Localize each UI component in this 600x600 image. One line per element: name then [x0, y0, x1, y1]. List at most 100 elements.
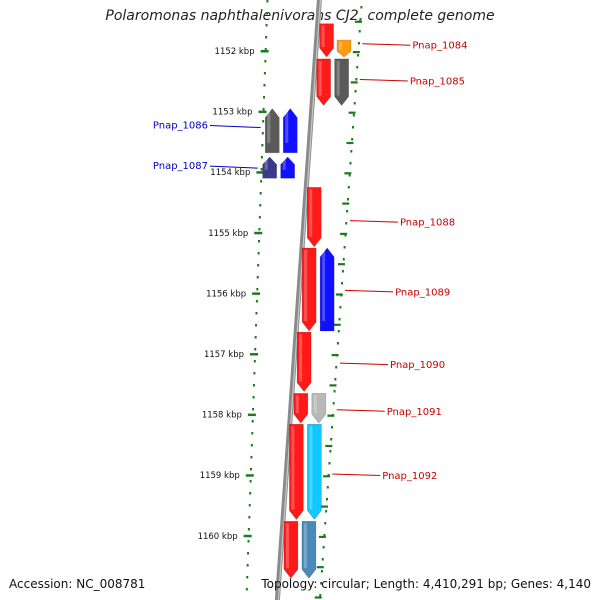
gene-arrow [280, 156, 295, 179]
scale-tick [245, 474, 254, 477]
scale-dot [250, 444, 253, 447]
guide-dot [341, 282, 344, 285]
gene-arrow [306, 187, 322, 248]
guide-dot [333, 390, 336, 393]
guide-dot [330, 438, 333, 441]
guide-dot [342, 258, 345, 261]
gene-label: Pnap_1092 [382, 471, 437, 482]
scale-dot [252, 408, 255, 411]
scale-dot [260, 156, 263, 159]
scale-dot [258, 240, 260, 243]
scale-tick [254, 231, 263, 235]
gene-arrow [262, 156, 277, 179]
gene-arrow [311, 393, 327, 424]
scale-dot [252, 396, 255, 399]
scale-dot [262, 120, 265, 123]
guide-dot [325, 498, 328, 501]
gene-arrow [319, 23, 334, 58]
scale-dot [263, 84, 266, 87]
gene-arrow [289, 423, 304, 520]
scale-dot [248, 504, 251, 507]
guide-dot [328, 462, 331, 465]
gene-arrow-highlight [285, 110, 289, 143]
scale-dot [265, 36, 268, 39]
scale-tick-label: 1158 kbp [202, 411, 242, 421]
scale-dot [261, 132, 264, 135]
genes-value: 4,140 [556, 577, 591, 591]
scale-dot [266, 0, 269, 3]
scale-dot [246, 576, 249, 579]
guide-dot [346, 198, 349, 201]
genome-backbone [274, 0, 322, 600]
guide-dot [351, 138, 354, 141]
topology-label: Topology: [261, 577, 318, 591]
guide-tick [314, 596, 322, 599]
scale-dot [254, 336, 257, 339]
label-leader-line [362, 43, 411, 46]
gene-arrow [296, 331, 312, 393]
gene-arrow-highlight [309, 189, 313, 237]
guide-dot [320, 582, 323, 585]
gene-label: Pnap_1085 [410, 76, 465, 87]
gene-arrow [293, 393, 309, 424]
guide-dot [329, 450, 332, 453]
guide-dot [346, 210, 349, 213]
scale-dot [254, 348, 257, 351]
scale-dot [263, 96, 266, 99]
guide-tick [340, 232, 348, 235]
guide-tick [350, 81, 358, 84]
guide-dot [320, 570, 323, 573]
guide-dot [337, 330, 340, 333]
guide-dot [344, 234, 347, 237]
gene-label: Pnap_1088 [400, 218, 455, 229]
scale-dot [260, 168, 263, 171]
genome-backbone-highlight [277, 0, 321, 600]
scale-tick-label: 1160 kbp [198, 532, 238, 542]
guide-dot [334, 378, 337, 381]
guide-dot [319, 594, 322, 597]
guide-tick [321, 505, 329, 508]
guide-dot [322, 546, 325, 549]
guide-tick [335, 293, 343, 296]
guide-dot [349, 162, 352, 165]
guide-dot [356, 66, 359, 69]
scale-dot [257, 252, 260, 255]
scale-dot [259, 192, 262, 195]
guide-dot [358, 30, 361, 33]
label-leader-line [332, 473, 381, 476]
gene-arrow-highlight [309, 426, 313, 510]
guide-tick [333, 323, 341, 326]
gene-arrow-highlight [338, 42, 342, 51]
scale-dot [256, 288, 259, 291]
gene-arrow-highlight [322, 249, 326, 321]
scale-dot [252, 384, 255, 387]
scale-dot [248, 516, 251, 519]
scale-dot [253, 372, 256, 375]
gene-arrow [301, 247, 317, 332]
gene-label: Pnap_1091 [387, 407, 442, 418]
label-leader-line [345, 289, 394, 293]
scale-dot [247, 552, 250, 555]
gene-arrow [319, 247, 335, 332]
scale-dot [251, 432, 254, 435]
topology-value: circular [321, 577, 366, 591]
guide-dot [353, 102, 356, 105]
scale-tick [258, 110, 267, 114]
scale-dot [257, 264, 260, 267]
label-leader-line [359, 78, 408, 82]
guide-tick [316, 566, 324, 569]
label-leader-line [209, 165, 258, 169]
scale-dot [255, 300, 258, 303]
gene-arrow [282, 108, 298, 154]
scale-dot [249, 492, 252, 495]
scale-dot [250, 468, 253, 471]
gene-arrow [283, 520, 299, 579]
gene-arrow [334, 58, 349, 107]
label-leader-line [349, 220, 398, 223]
scale-tick-label: 1153 kbp [212, 108, 252, 118]
gene-arrow-highlight [313, 395, 317, 414]
genome-summary-footer: Topology: circular; Length: 4,410,291 bp… [261, 577, 591, 591]
scale-tick [260, 50, 269, 53]
scale-tick [252, 292, 261, 295]
guide-tick [352, 51, 360, 54]
